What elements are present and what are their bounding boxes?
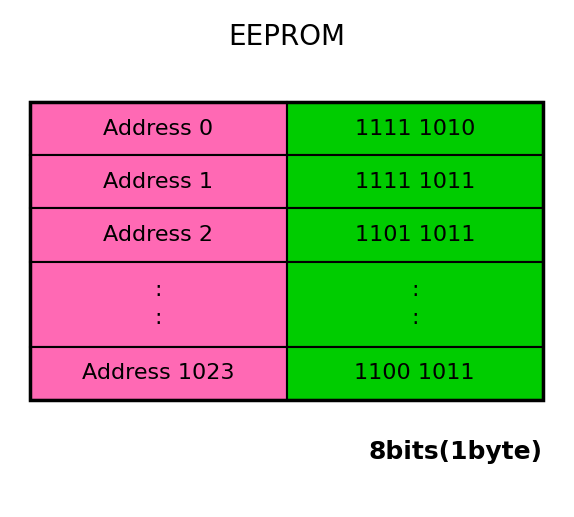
Bar — [286, 102, 543, 155]
Text: Address 1: Address 1 — [103, 172, 214, 192]
Text: 1111 1010: 1111 1010 — [355, 118, 475, 139]
Bar — [30, 102, 543, 400]
Text: 1100 1011: 1100 1011 — [355, 363, 475, 384]
Text: 1101 1011: 1101 1011 — [355, 225, 475, 245]
Bar — [286, 208, 543, 262]
Text: Address 0: Address 0 — [103, 118, 214, 139]
Text: Address 2: Address 2 — [103, 225, 214, 245]
Bar — [286, 347, 543, 400]
Text: EEPROM: EEPROM — [228, 23, 346, 51]
Text: Address 1023: Address 1023 — [82, 363, 235, 384]
Bar — [286, 155, 543, 208]
Bar — [30, 155, 286, 208]
Bar — [286, 262, 543, 347]
Text: :
:: : : — [411, 280, 418, 328]
Bar — [30, 262, 286, 347]
Text: 1111 1011: 1111 1011 — [355, 172, 475, 192]
Bar — [30, 208, 286, 262]
Bar — [30, 102, 286, 155]
Text: :
:: : : — [154, 280, 162, 328]
Text: 8bits(1byte): 8bits(1byte) — [369, 440, 543, 464]
Bar — [30, 347, 286, 400]
